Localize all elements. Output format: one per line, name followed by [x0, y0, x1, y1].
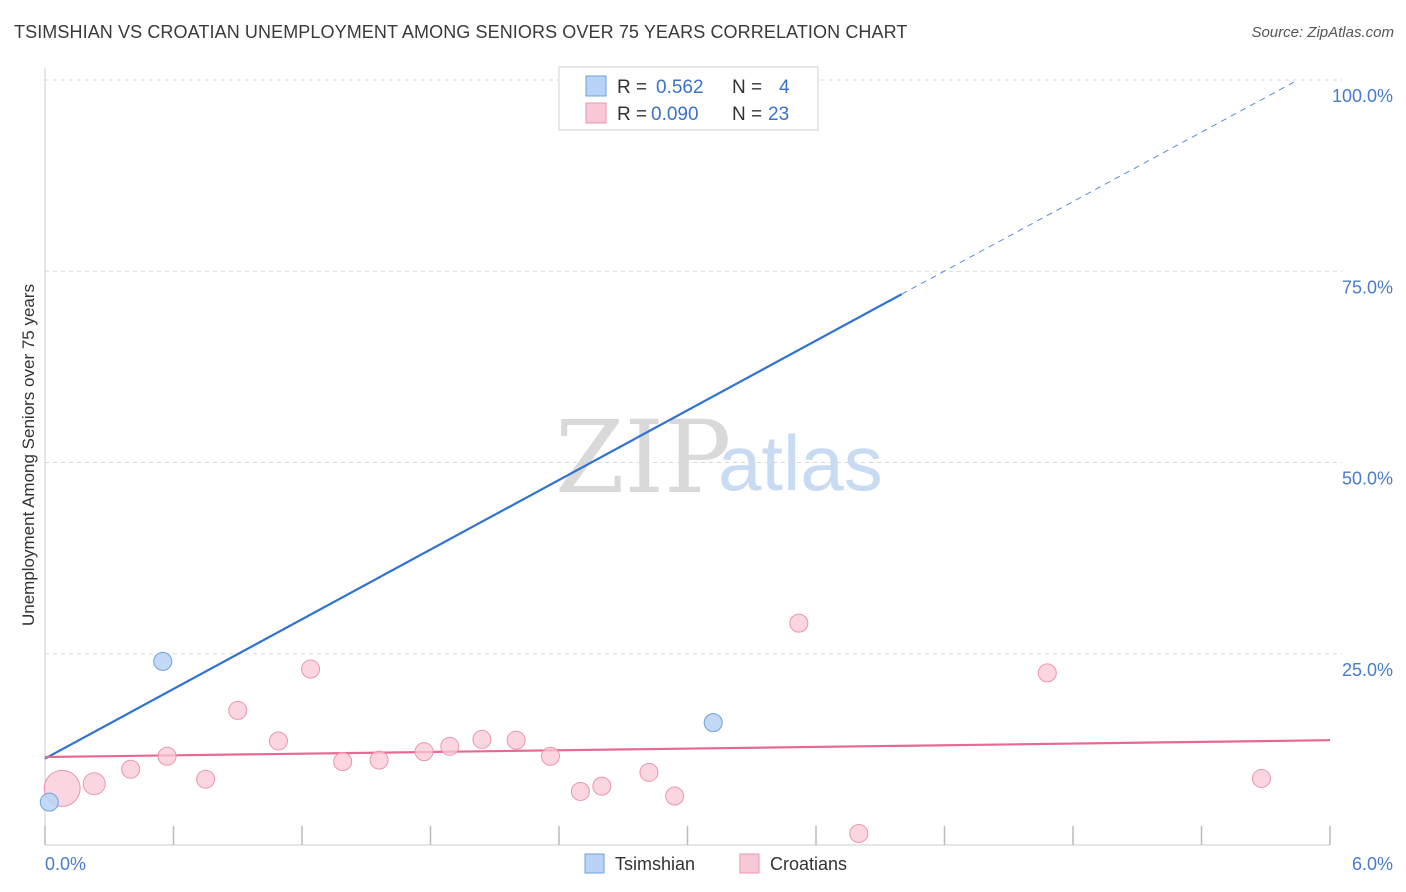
croatians-point-16	[592, 776, 612, 796]
legend-box: R = 0.562 N = 4 R = 0.090 N = 23	[558, 66, 819, 131]
croatians-point-1	[82, 772, 106, 796]
croatians-point-5	[228, 700, 248, 720]
croatians-point-15	[570, 781, 590, 801]
tsimshian-point-1	[153, 651, 173, 671]
croatians-point-8	[333, 752, 353, 772]
legend-r-value-1: 0.090	[651, 104, 699, 125]
data-points	[39, 70, 1271, 844]
bottom-legend-label-croatians: Croatians	[770, 854, 847, 874]
tsimshian-point-2	[703, 713, 723, 733]
trend-line-tsimshian-extension	[901, 79, 1299, 295]
croatians-point-3	[157, 746, 177, 766]
source-label: Source: ZipAtlas.com	[1251, 24, 1394, 41]
y-axis-label: Unemployment Among Seniors over 75 years	[19, 284, 38, 626]
bottom-legend-swatch-tsimshian	[584, 853, 605, 874]
croatians-point-10	[414, 742, 434, 762]
croatians-point-11	[440, 736, 460, 756]
croatians-point-17	[639, 762, 659, 782]
croatians-point-21	[1037, 663, 1057, 683]
croatians-point-12	[472, 729, 492, 749]
croatians-point-18	[665, 786, 685, 806]
legend-swatch-croatians	[585, 102, 607, 124]
croatians-point-22	[1251, 768, 1271, 788]
bottom-legend-swatch-croatians	[739, 853, 760, 874]
croatians-point-14	[540, 746, 560, 766]
croatians-point-9	[369, 750, 389, 770]
y-tick-label-100: 100.0%	[1332, 86, 1393, 106]
legend-n-label-0: N =	[732, 77, 762, 98]
x-tick-label-max: 6.0%	[1352, 854, 1393, 874]
tick-labels: 25.0% 50.0% 75.0% 100.0% 0.0% 6.0%	[45, 86, 1393, 874]
y-tick-label-75: 75.0%	[1342, 277, 1393, 297]
legend-swatch-tsimshian	[585, 75, 607, 97]
legend-r-value-0: 0.562	[656, 77, 704, 98]
legend-n-label-1: N =	[732, 104, 762, 125]
croatians-point-20	[849, 824, 869, 844]
trend-line-croatians	[44, 739, 1331, 759]
x-tick-label-min: 0.0%	[45, 854, 86, 874]
trend-line-tsimshian	[44, 293, 903, 760]
croatians-point-7	[301, 659, 321, 679]
croatians-point-2	[121, 759, 141, 779]
bottom-legend: Tsimshian Croatians	[584, 853, 847, 874]
croatians-point-19	[789, 613, 809, 633]
croatians-point-6	[268, 731, 288, 751]
croatians-point-13	[506, 730, 526, 750]
legend-n-value-1: 23	[768, 104, 789, 125]
y-tick-label-25: 25.0%	[1342, 660, 1393, 680]
gridlines	[45, 79, 1342, 655]
tsimshian-point-0	[39, 792, 59, 812]
y-tick-label-50: 50.0%	[1342, 469, 1393, 489]
croatians-point-4	[196, 769, 216, 789]
legend-n-value-0: 4	[779, 77, 790, 98]
watermark-zip: ZIP	[555, 399, 731, 516]
axes	[44, 68, 1331, 846]
bottom-legend-label-tsimshian: Tsimshian	[615, 854, 695, 874]
legend-r-label-1: R =	[617, 104, 647, 125]
legend-r-label-0: R =	[617, 77, 647, 98]
trend-lines	[44, 79, 1331, 760]
chart-title: TSIMSHIAN VS CROATIAN UNEMPLOYMENT AMONG…	[14, 22, 908, 42]
